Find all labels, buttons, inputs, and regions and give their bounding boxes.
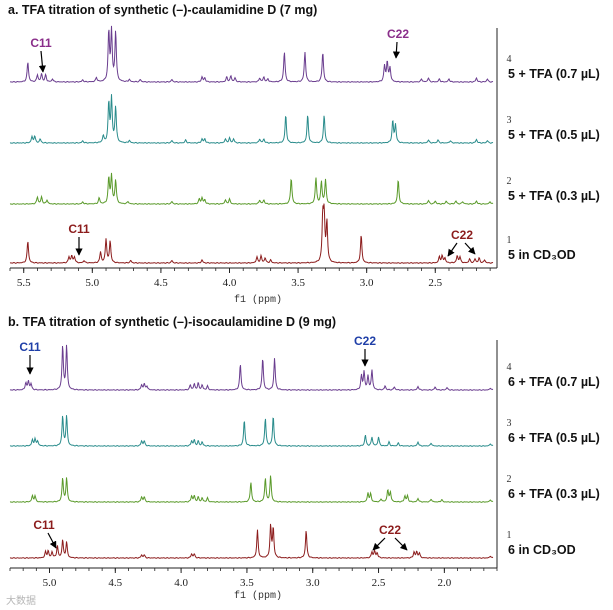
spectrum-row-b-2: 2 6 + TFA (0.3 µL) [9,474,600,503]
x-tick-label-b: 3.0 [306,577,320,589]
row-condition: + TFA (0.3 µL) [518,487,599,501]
row-prefix: 6 [508,543,518,557]
row-index-b-3: 3 [507,418,512,429]
panel-a-arrow-c22-bottom-right [464,242,476,255]
x-tick-label-a: 5.0 [85,277,99,289]
row-label-a-4: 5 + TFA (0.7 µL) [508,67,600,81]
x-tick-label-a: 3.0 [360,277,374,289]
panel-b-title: b. TFA titration of synthetic (–)-isocau… [8,315,336,329]
row-condition: in CD₃OD [518,543,575,557]
row-label-a-1: 5 in CD₃OD [508,248,576,262]
x-tick-label-b: 4.5 [108,577,122,589]
row-label-b-4: 6 + TFA (0.7 µL) [508,375,600,389]
spectrum-row-a-4: 4 5 + TFA (0.7 µL) [10,25,600,83]
spectrum-line-a-2 [9,172,494,205]
spectrum-row-b-4: 4 6 + TFA (0.7 µL) [9,344,600,391]
row-prefix: 5 [508,189,518,203]
panel-a-title: a. TFA titration of synthetic (–)-caulam… [8,3,317,17]
spectrum-line-a-4 [10,25,494,83]
panel-a-annotation-c22-top: C22 [387,27,409,41]
spectrum-row-a-3: 3 5 + TFA (0.5 µL) [9,94,600,144]
panel-b-annotation-c22-top: C22 [354,334,376,348]
row-condition: + TFA (0.3 µL) [518,189,599,203]
panel-a-annotation-c22-bottom: C22 [451,228,473,242]
x-tick-label-b: 4.0 [174,577,188,589]
panel-a-annotation-c11-bottom: C11 [68,222,90,236]
x-tick-label-b: 2.5 [372,577,386,589]
row-index-a-4: 4 [507,54,512,65]
row-index-a-3: 3 [507,115,512,126]
row-condition: + TFA (0.7 µL) [518,67,599,81]
row-index-b-1: 1 [507,530,512,541]
watermark-text: 大数据 [6,594,36,607]
row-label-a-2: 5 + TFA (0.3 µL) [508,189,600,203]
panel-b-arrow-c22-bottom-right [394,537,408,551]
panel-b-arrow-c11-bottom [47,532,57,549]
spectrum-line-b-2 [9,475,494,503]
panel-b-annotation-c22-bottom: C22 [379,523,401,537]
spectrum-line-a-3 [9,94,494,144]
row-prefix: 6 [508,431,518,445]
spectrum-line-b-3 [9,415,494,447]
panel-b-annotation-c11-bottom: C11 [33,518,55,532]
row-condition: + TFA (0.5 µL) [518,431,599,445]
panel-b: b. TFA titration of synthetic (–)-isocau… [8,315,600,602]
spectrum-line-a-1 [9,203,494,264]
panel-a-arrow-c22-bottom-left [447,242,458,257]
row-condition: in CD₃OD [518,248,575,262]
row-prefix: 5 [508,128,518,142]
spectrum-row-b-1: 1 6 in CD₃OD [9,523,576,559]
x-tick-label-a: 2.5 [428,277,442,289]
panel-a-arrow-c11-top [38,50,46,73]
panel-b-arrow-c22-bottom-left [372,537,386,551]
panel-a-xlabel: f1 (ppm) [234,294,282,306]
row-prefix: 6 [508,487,518,501]
row-condition: + TFA (0.5 µL) [518,128,599,142]
spectrum-line-b-4 [9,344,494,391]
spectrum-row-a-1: 1 5 in CD₃OD [9,203,576,264]
x-tick-label-a: 3.5 [291,277,305,289]
row-label-b-1: 6 in CD₃OD [508,543,576,557]
x-tick-label-a: 5.5 [17,277,31,289]
panel-a: a. TFA titration of synthetic (–)-caulam… [8,3,600,306]
panel-a-annotation-c11-top: C11 [30,36,52,50]
x-tick-label-b: 2.0 [437,577,451,589]
row-prefix: 5 [508,248,518,262]
row-prefix: 6 [508,375,518,389]
x-tick-label-b: 5.0 [43,577,57,589]
spectrum-row-a-2: 2 5 + TFA (0.3 µL) [9,172,600,205]
panel-b-annotation-c11-top: C11 [19,340,41,354]
spectrum-row-b-3: 3 6 + TFA (0.5 µL) [9,415,600,447]
spectrum-line-b-1 [9,523,494,559]
row-label-b-3: 6 + TFA (0.5 µL) [508,431,600,445]
x-tick-label-a: 4.0 [223,277,237,289]
row-index-b-4: 4 [507,362,512,373]
x-tick-label-b: 3.5 [240,577,254,589]
row-condition: + TFA (0.7 µL) [518,375,599,389]
row-index-b-2: 2 [507,474,512,485]
panel-b-xlabel: f1 (ppm) [234,590,282,602]
row-index-a-2: 2 [507,176,512,187]
row-index-a-1: 1 [507,235,512,246]
panel-a-arrow-c22-top [392,41,400,59]
row-label-a-3: 5 + TFA (0.5 µL) [508,128,600,142]
row-label-b-2: 6 + TFA (0.3 µL) [508,487,600,501]
row-prefix: 5 [508,67,518,81]
x-tick-label-a: 4.5 [154,277,168,289]
